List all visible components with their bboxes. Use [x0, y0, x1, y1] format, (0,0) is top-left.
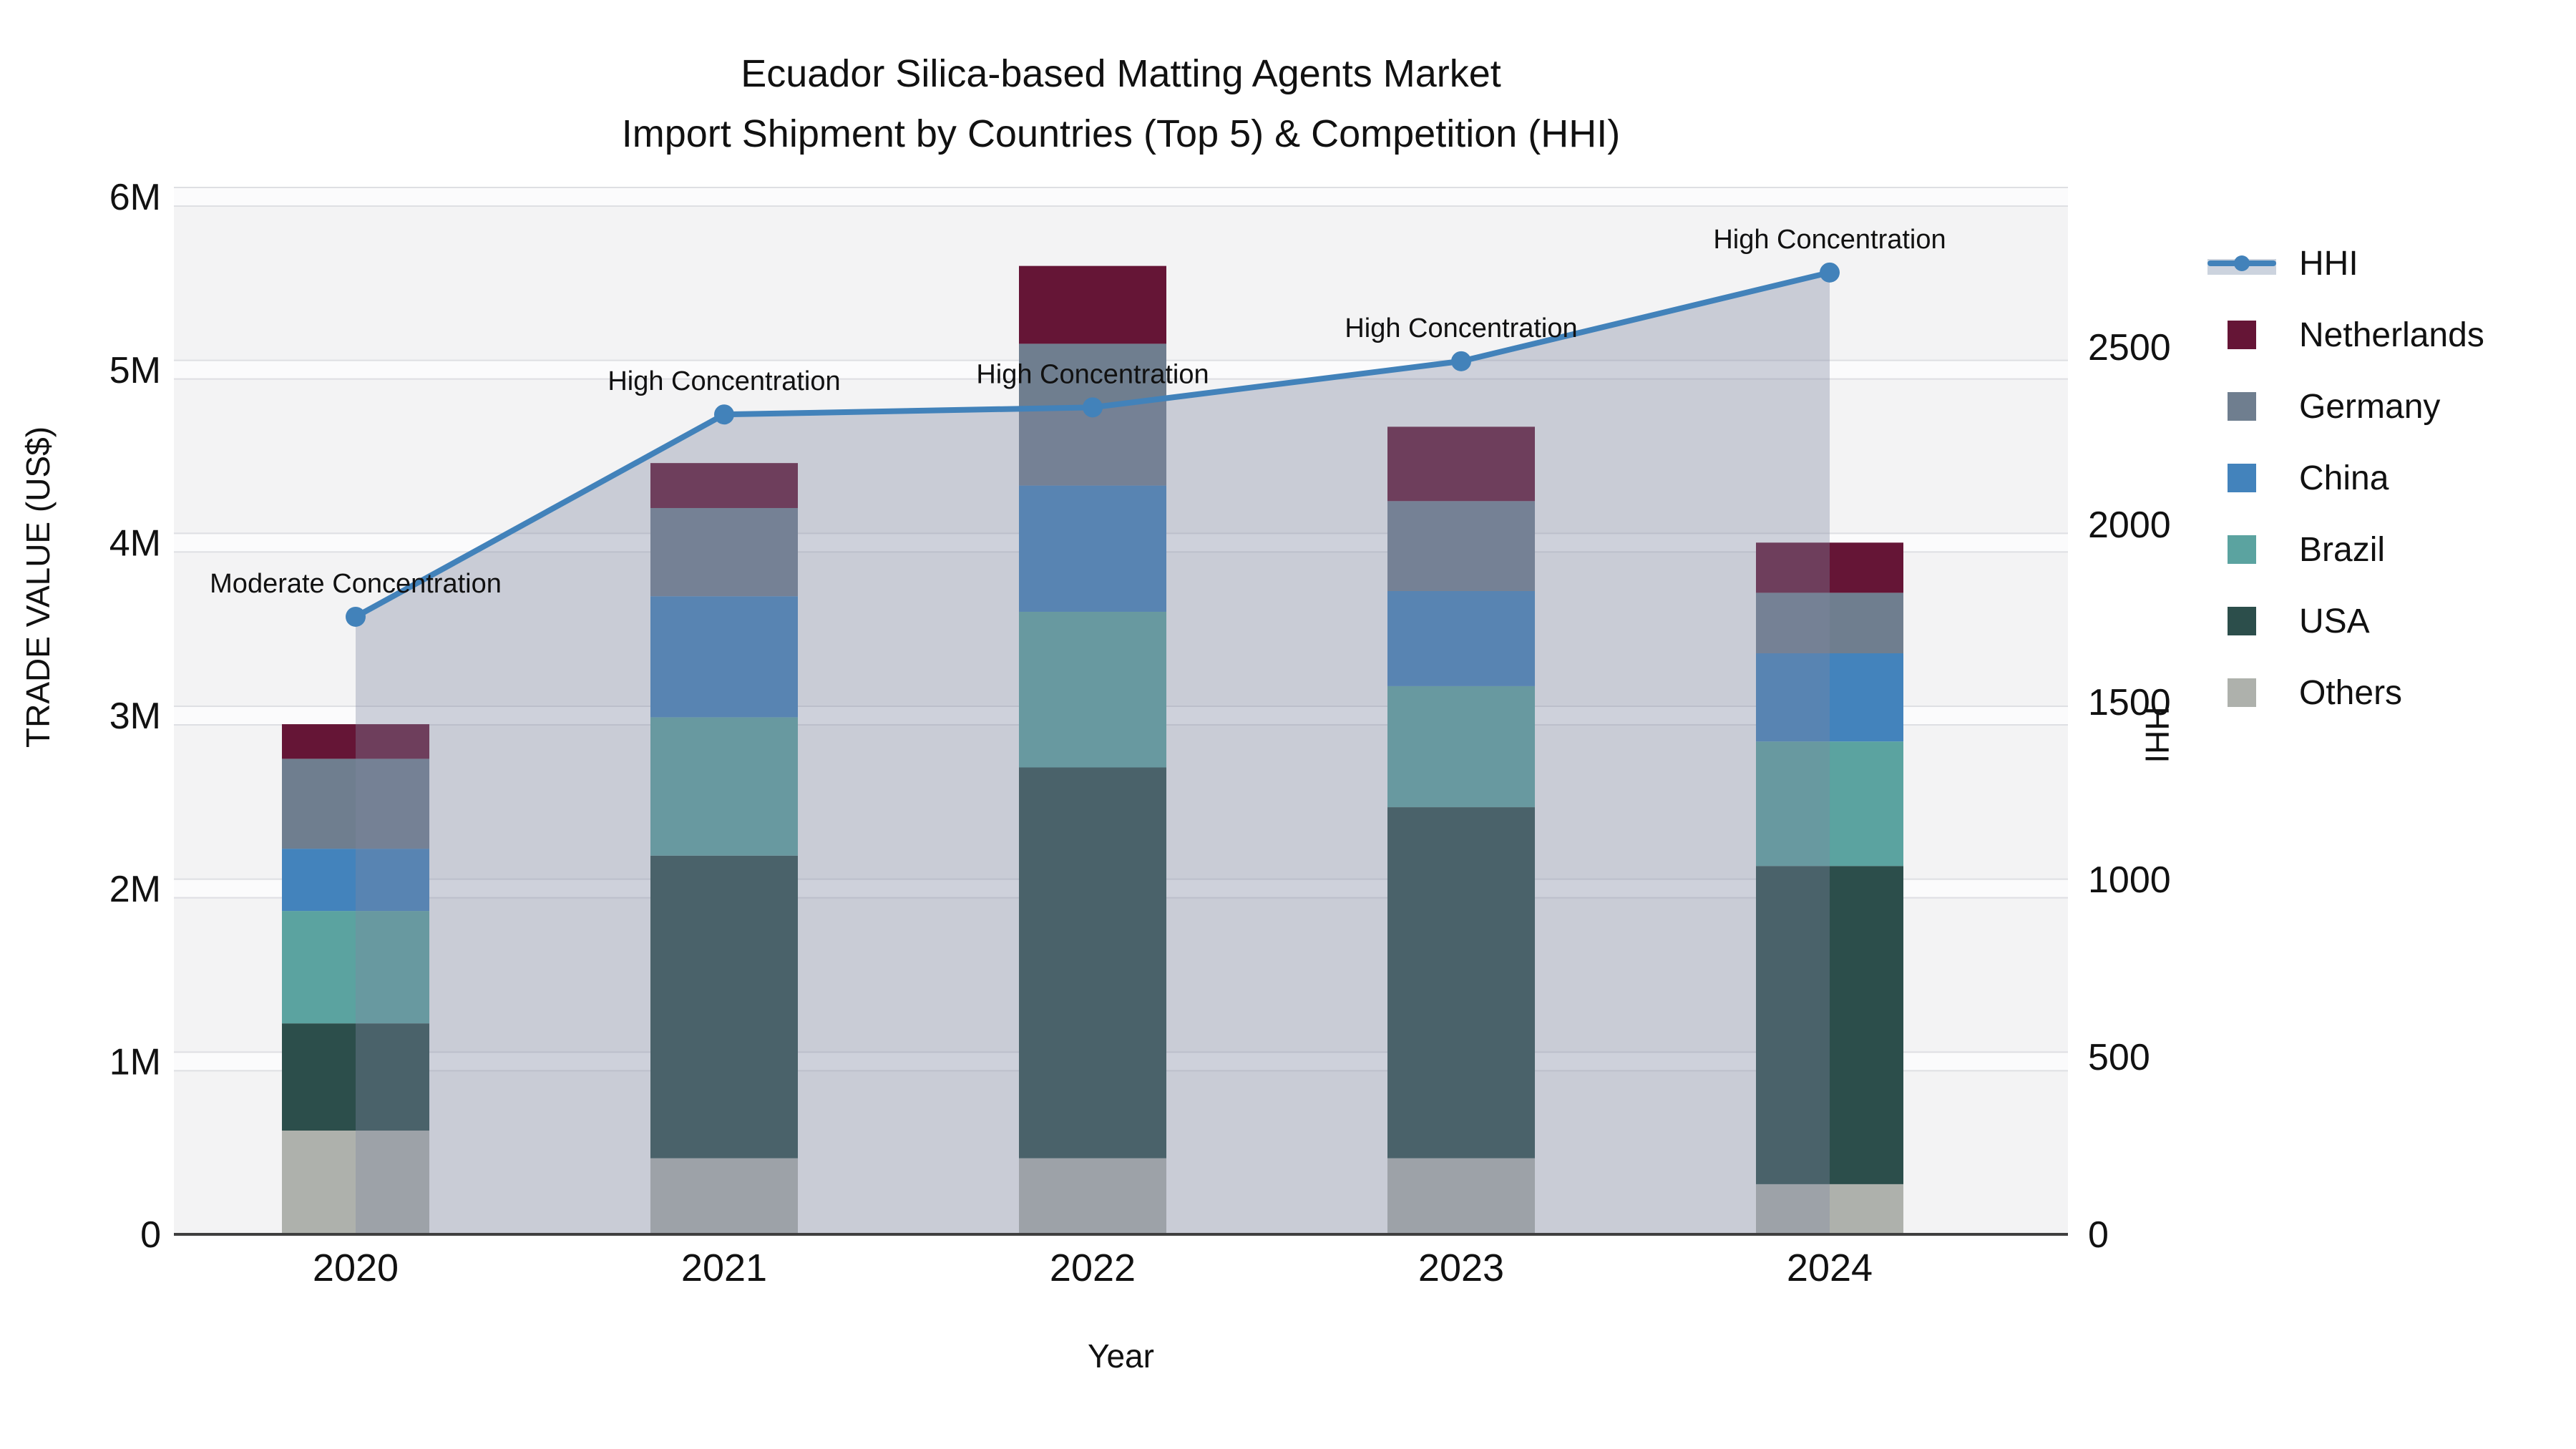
- y-right-tick-2500: 2500: [2088, 327, 2171, 369]
- legend-item-brazil[interactable]: Brazil: [2207, 514, 2565, 585]
- bar-segment-usa-2021[interactable]: [650, 855, 798, 1158]
- legend-label: Others: [2299, 673, 2403, 712]
- hhi-marker-2022[interactable]: [1083, 397, 1103, 418]
- legend-item-china[interactable]: China: [2207, 442, 2565, 514]
- x-tick-2024: 2024: [1787, 1246, 1873, 1289]
- legend-square-icon: [2207, 392, 2286, 421]
- bar-segment-usa-2022[interactable]: [1019, 767, 1166, 1158]
- legend-label: Netherlands: [2299, 316, 2484, 354]
- y-right-tick-1500: 1500: [2088, 682, 2171, 723]
- legend-label: Brazil: [2299, 530, 2386, 569]
- y-left-tick-1M: 1M: [109, 1042, 161, 1083]
- y-right-tick-500: 500: [2088, 1037, 2150, 1078]
- bar-segment-brazil-2022[interactable]: [1019, 611, 1166, 768]
- bar-segment-others-2020[interactable]: [282, 1130, 429, 1234]
- annotation-2021: High Concentration: [608, 366, 840, 396]
- bar-segment-brazil-2021[interactable]: [650, 717, 798, 856]
- hhi-marker-2023[interactable]: [1451, 351, 1471, 371]
- bar-segment-brazil-2020[interactable]: [282, 911, 429, 1024]
- bar-segment-usa-2024[interactable]: [1756, 866, 1903, 1184]
- legend-item-germany[interactable]: Germany: [2207, 371, 2565, 442]
- x-tick-2021: 2021: [681, 1246, 767, 1289]
- bar-segment-china-2022[interactable]: [1019, 485, 1166, 612]
- bar-segment-others-2022[interactable]: [1019, 1158, 1166, 1234]
- y-left-tick-4M: 4M: [109, 523, 161, 565]
- chart-title-line1: Ecuador Silica-based Matting Agents Mark…: [741, 52, 1501, 95]
- legend-label: Germany: [2299, 387, 2441, 426]
- x-tick-2023: 2023: [1418, 1246, 1504, 1289]
- annotation-2024: High Concentration: [1713, 225, 1946, 255]
- legend-item-others[interactable]: Others: [2207, 657, 2565, 728]
- bar-segment-china-2023[interactable]: [1387, 590, 1535, 686]
- annotation-2020: Moderate Concentration: [210, 569, 502, 599]
- bar-segment-netherlands-2023[interactable]: [1387, 426, 1535, 502]
- hhi-marker-2020[interactable]: [346, 606, 366, 627]
- legend-square-icon: [2207, 607, 2286, 635]
- legend-label: HHI: [2299, 244, 2358, 283]
- y-left-tick-5M: 5M: [109, 350, 161, 391]
- bar-segment-usa-2020[interactable]: [282, 1023, 429, 1131]
- gridline-band: [174, 187, 2068, 206]
- hhi-marker-2021[interactable]: [714, 404, 734, 425]
- y-left-tick-3M: 3M: [109, 696, 161, 737]
- y-axis-title-left: TRADE VALUE (US$): [19, 426, 57, 748]
- legend-square-icon: [2207, 678, 2286, 707]
- bar-segment-china-2021[interactable]: [650, 596, 798, 718]
- bar-segment-others-2024[interactable]: [1756, 1184, 1903, 1234]
- legend-item-hhi[interactable]: HHI: [2207, 228, 2565, 299]
- bar-segment-netherlands-2020[interactable]: [282, 724, 429, 759]
- hhi-marker-2024[interactable]: [1820, 262, 1840, 283]
- y-left-tick-0: 0: [140, 1214, 161, 1256]
- legend-label: China: [2299, 459, 2389, 497]
- bar-segment-netherlands-2024[interactable]: [1756, 542, 1903, 593]
- annotation-2022: High Concentration: [976, 359, 1209, 389]
- legend-item-netherlands[interactable]: Netherlands: [2207, 299, 2565, 371]
- y-left-tick-6M: 6M: [109, 177, 161, 218]
- bar-segment-germany-2023[interactable]: [1387, 501, 1535, 591]
- bar-segment-germany-2020[interactable]: [282, 758, 429, 849]
- legend-item-usa[interactable]: USA: [2207, 585, 2565, 657]
- legend-line-icon: [2207, 249, 2286, 278]
- hhi-area-fill: [356, 272, 1830, 1235]
- bar-segment-netherlands-2021[interactable]: [650, 463, 798, 508]
- bar-segment-china-2024[interactable]: [1756, 653, 1903, 742]
- y-left-tick-2M: 2M: [109, 869, 161, 910]
- chart-title: Ecuador Silica-based Matting Agents Mark…: [174, 44, 2068, 164]
- y-right-tick-2000: 2000: [2088, 504, 2171, 546]
- bar-segment-brazil-2024[interactable]: [1756, 741, 1903, 867]
- bar-segment-netherlands-2022[interactable]: [1019, 265, 1166, 344]
- x-tick-2022: 2022: [1050, 1246, 1136, 1289]
- bar-segment-germany-2024[interactable]: [1756, 592, 1903, 653]
- annotation-2023: High Concentration: [1345, 313, 1577, 343]
- y-right-tick-0: 0: [2088, 1214, 2109, 1256]
- y-right-tick-1000: 1000: [2088, 859, 2171, 901]
- x-tick-2020: 2020: [313, 1246, 399, 1289]
- legend-label: USA: [2299, 602, 2370, 640]
- bar-segment-china-2020[interactable]: [282, 849, 429, 912]
- bar-segment-brazil-2023[interactable]: [1387, 686, 1535, 808]
- legend-square-icon: [2207, 321, 2286, 349]
- bar-segment-usa-2023[interactable]: [1387, 807, 1535, 1158]
- legend-square-icon: [2207, 535, 2286, 564]
- x-axis-title: Year: [1088, 1337, 1154, 1375]
- bar-segment-germany-2021[interactable]: [650, 507, 798, 597]
- legend: HHI Netherlands Germany China Brazil USA Other…: [2207, 228, 2565, 728]
- bar-segment-others-2021[interactable]: [650, 1158, 798, 1234]
- bar-segment-others-2023[interactable]: [1387, 1158, 1535, 1234]
- chart-title-line2: Import Shipment by Countries (Top 5) & C…: [621, 112, 1621, 155]
- y-axis-title-right: HHI: [2138, 706, 2176, 763]
- legend-square-icon: [2207, 464, 2286, 492]
